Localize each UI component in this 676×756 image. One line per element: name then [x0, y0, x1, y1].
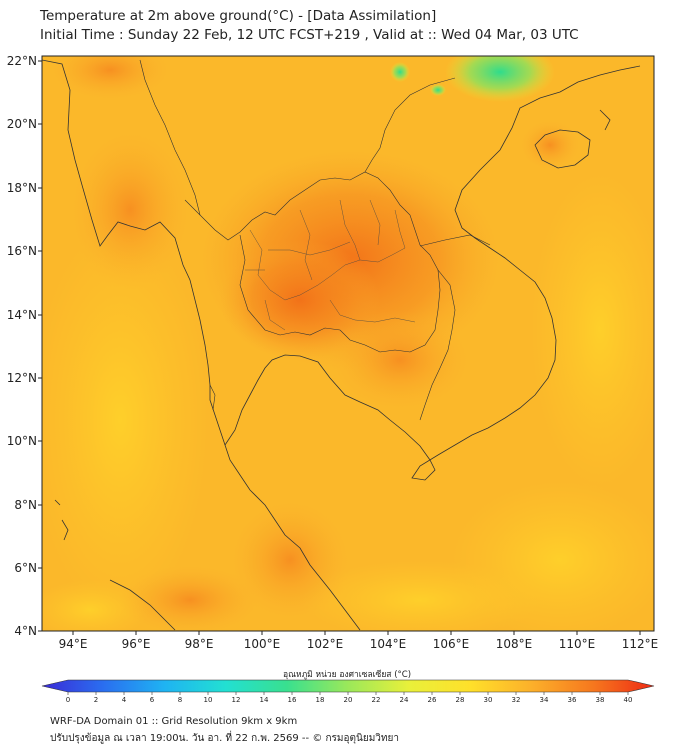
colorbar-tick-label: 26 [428, 696, 437, 704]
colorbar-tick-label: 16 [288, 696, 297, 704]
coastline [42, 59, 641, 631]
lon-label: 100°E [244, 637, 281, 651]
lat-label: 10°N [7, 434, 37, 448]
colorbar-tick-label: 30 [484, 696, 493, 704]
lat-ticks [38, 60, 42, 632]
colorbar-tick-label: 14 [260, 696, 269, 704]
colorbar-tick-label: 28 [456, 696, 465, 704]
colorbar-tick-label: 20 [344, 696, 353, 704]
lat-label: 20°N [7, 117, 37, 131]
colorbar-tick-label: 22 [372, 696, 381, 704]
chart-subtitle: Initial Time : Sunday 22 Feb, 12 UTC FCS… [40, 27, 579, 43]
lon-label: 96°E [122, 637, 151, 651]
lat-label: 6°N [14, 561, 37, 575]
colorbar-tick-label: 0 [66, 696, 70, 704]
footer-line-1: WRF-DA Domain 01 :: Grid Resolution 9km … [50, 716, 298, 727]
colorbar-label: อุณหภูมิ หน่วย องศาเซลเซียส (°C) [283, 669, 411, 680]
lat-label: 22°N [7, 54, 37, 68]
colorbar-tick-label: 2 [94, 696, 98, 704]
colorbar-tick-label: 8 [178, 696, 182, 704]
provinces [245, 199, 416, 331]
colorbar-tick-label: 32 [512, 696, 521, 704]
colorbar-tick-label: 10 [204, 696, 213, 704]
lat-label: 14°N [7, 308, 37, 322]
borders [139, 59, 491, 421]
lon-label: 108°E [496, 637, 533, 651]
lon-label: 98°E [185, 637, 214, 651]
lon-label: 110°E [559, 637, 596, 651]
colorbar-tick-label: 6 [150, 696, 155, 704]
colorbar-tick-label: 38 [596, 696, 605, 704]
lat-label: 8°N [14, 498, 37, 512]
colorbar-tick-label: 24 [400, 696, 409, 704]
lat-label: 18°N [7, 181, 37, 195]
footer-line-2: ปรับปรุงข้อมูล ณ เวลา 19:00น. วัน อา. ที… [50, 733, 399, 744]
lat-label: 4°N [14, 624, 37, 638]
lon-label: 94°E [59, 637, 88, 651]
chart-title: Temperature at 2m above ground(°C) - [Da… [40, 8, 437, 24]
lat-label: 16°N [7, 244, 37, 258]
colorbar-tick-label: 18 [316, 696, 325, 704]
colorbar-tick-label: 40 [624, 696, 633, 704]
lon-label: 106°E [433, 637, 470, 651]
lon-label: 112°E [622, 637, 659, 651]
lon-label: 104°E [370, 637, 407, 651]
temperature-field [42, 56, 654, 631]
colorbar-tick-label: 34 [540, 696, 549, 704]
colorbar-tick-label: 12 [232, 696, 241, 704]
map-frame [41, 55, 655, 632]
colorbar-tick-label: 36 [568, 696, 577, 704]
colorbar [41, 679, 655, 693]
lat-labels: 22°N 20°N 18°N 16°N 14°N 12°N 10°N 8°N 6… [7, 54, 37, 638]
lon-labels: 94°E 96°E 98°E 100°E 102°E 104°E 106°E 1… [59, 637, 659, 651]
lon-label: 102°E [307, 637, 344, 651]
colorbar-ticks: 0 2 4 6 8 10 12 14 16 18 20 22 24 26 28 30 32 34 36 38 40 [66, 692, 633, 704]
lon-ticks [72, 631, 641, 635]
lat-label: 12°N [7, 371, 37, 385]
colorbar-tick-label: 4 [122, 696, 127, 704]
